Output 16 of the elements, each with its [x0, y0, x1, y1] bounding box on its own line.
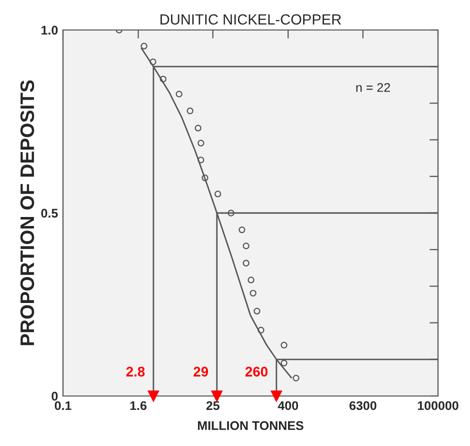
x-tick-label: 25	[206, 401, 220, 410]
chart-title: DUNITIC NICKEL-COPPER	[160, 14, 341, 25]
x-tick-label: 0.1	[54, 401, 72, 410]
annotation: 2.8	[126, 366, 145, 377]
x-tick-label: 6300	[350, 401, 376, 410]
annotation: n = 22	[356, 83, 390, 92]
y-axis-title: PROPORTION OF DEPOSITS	[20, 80, 34, 346]
x-tick-label: 1.6	[130, 401, 146, 410]
x-tick-label: 100000	[418, 401, 458, 410]
y-tick-label: 0	[52, 392, 58, 401]
annotation: 29	[194, 366, 208, 377]
x-tick-label: 400	[278, 401, 298, 410]
y-tick-label: 1.0	[42, 26, 58, 35]
y-tick-label: 0.5	[41, 208, 58, 218]
x-axis-title: MILLION TONNES	[198, 421, 304, 430]
annotation: 260	[245, 366, 268, 377]
